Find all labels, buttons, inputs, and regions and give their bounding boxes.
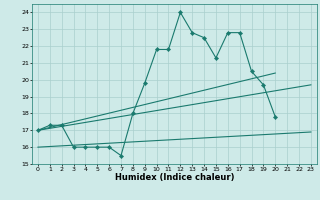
X-axis label: Humidex (Indice chaleur): Humidex (Indice chaleur) bbox=[115, 173, 234, 182]
